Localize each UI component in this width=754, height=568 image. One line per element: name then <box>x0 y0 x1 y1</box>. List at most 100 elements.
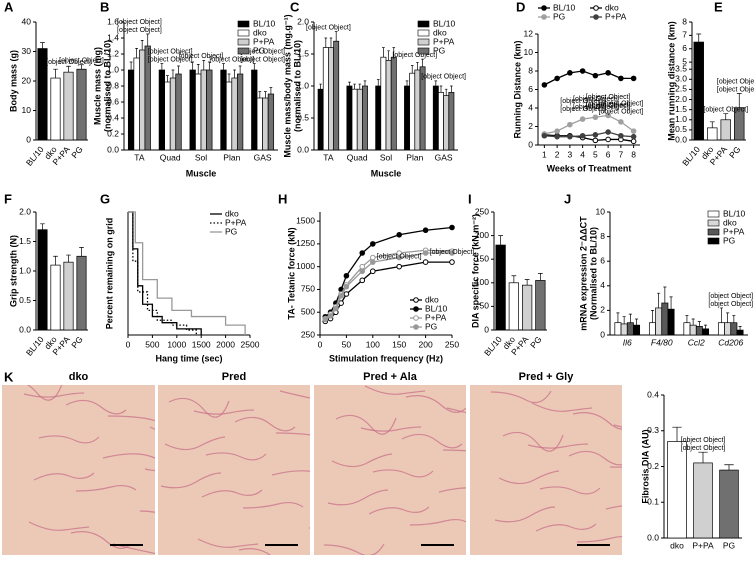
y-tick-label: 1.0 <box>297 80 309 90</box>
error-bar <box>191 61 195 70</box>
annotation: [object Object] <box>59 58 104 65</box>
x-tick-label: 0 <box>126 339 131 349</box>
error-bar <box>498 235 504 246</box>
error-bar <box>691 318 695 326</box>
marker <box>338 300 344 306</box>
bar <box>50 264 61 331</box>
fibre-outline <box>234 416 296 432</box>
marker <box>359 268 366 275</box>
annotation: [object Object] <box>586 103 631 110</box>
marker <box>579 116 586 122</box>
bar <box>719 469 739 539</box>
fibre-outline <box>323 543 385 555</box>
x-tick-label: 5 <box>593 149 598 159</box>
legend-label: PG <box>225 226 237 236</box>
x-tick-label: Sol <box>195 152 207 162</box>
y-tick-label: 8 <box>682 16 687 26</box>
y-axis-label: Muscle mass/body mass (mg.g⁻¹) <box>282 14 292 157</box>
y-tick-label: 7 <box>682 30 687 40</box>
error-bar <box>263 91 267 98</box>
x-tick-label: 1500 <box>192 339 211 349</box>
error-bar <box>650 310 654 323</box>
fibre-outline <box>102 453 155 459</box>
x-tick-label: 0 <box>318 339 323 349</box>
bar <box>328 47 334 151</box>
marker <box>592 132 599 138</box>
annotation: [object Object] <box>717 78 754 85</box>
annotation: [object Object] <box>421 74 466 81</box>
annotation: [object Object] <box>708 293 753 300</box>
y-tick-label: 0.0 <box>675 134 687 144</box>
error-bar <box>738 326 742 331</box>
bar <box>189 69 196 151</box>
marker <box>630 133 637 140</box>
error-bar <box>258 91 262 98</box>
panel-letter: K <box>4 369 14 384</box>
bar <box>438 92 444 151</box>
y-tick-label: 10 <box>524 47 534 57</box>
bar <box>346 85 353 151</box>
error-bar <box>196 64 200 74</box>
annotation: [object Object] <box>573 96 618 103</box>
x-tick-label: Quad <box>160 152 181 162</box>
error-bar <box>622 316 626 324</box>
annotation: [object Object] <box>240 56 285 63</box>
marker <box>592 72 599 79</box>
bar <box>317 88 324 151</box>
bar <box>535 280 546 331</box>
x-tick-label: 1 <box>542 149 547 159</box>
bar <box>717 322 725 336</box>
error-bar <box>616 312 620 323</box>
micrograph <box>2 385 155 555</box>
y-tick-label: 1.5 <box>675 104 687 114</box>
y-tick-label: 0.0 <box>297 144 309 154</box>
marker <box>359 263 366 270</box>
bar <box>262 97 269 151</box>
annotation: [object Object] <box>392 52 437 59</box>
x-tick-label: P+PA <box>692 540 714 550</box>
y-axis-label: Percent remaining on grid <box>104 218 114 330</box>
x-tick-label: F4/80 <box>651 337 673 347</box>
annotation: [object Object] <box>599 101 644 108</box>
bar <box>236 73 244 151</box>
panel-letter: D <box>516 0 525 14</box>
fibre-outline <box>576 535 622 543</box>
y-tick-label: 150 <box>475 253 489 263</box>
x-tick-label: 2 <box>555 149 560 159</box>
bar <box>158 69 166 151</box>
legend-label: P+PA <box>605 11 627 21</box>
y-tick-label: 6 <box>600 255 605 265</box>
x-tick-label: 8 <box>631 149 636 159</box>
error-bar <box>421 58 424 67</box>
fibre-outline <box>490 390 552 404</box>
fibre-outline <box>279 390 310 399</box>
fibre-outline <box>368 506 430 515</box>
y-tick-label: 1500 <box>296 215 315 225</box>
legend-swatch <box>707 210 720 218</box>
error-bar <box>405 80 409 86</box>
marker <box>554 75 560 82</box>
fibre-outline <box>568 450 622 466</box>
y-axis-label: DIA specific force (kN.m⁻²) <box>470 214 480 328</box>
marker <box>338 293 344 299</box>
legend-label: dko <box>723 217 737 227</box>
error-bar <box>252 63 256 70</box>
bar <box>495 244 506 331</box>
error-bar <box>66 65 71 73</box>
legend-label: BL/10 <box>553 2 575 12</box>
bar <box>385 60 392 151</box>
y-tick-label: 0.0 <box>19 324 31 334</box>
error-bar <box>376 79 380 86</box>
marker <box>592 114 599 121</box>
error-bar <box>387 50 390 61</box>
error-bar <box>358 83 362 90</box>
annotation: [object Object] <box>681 437 726 444</box>
error-bar <box>704 324 708 329</box>
x-tick-label: 2500 <box>241 339 260 349</box>
fibre-outline <box>535 523 597 532</box>
y-tick-label: 0.4 <box>107 112 119 122</box>
y-tick-label: 0.8 <box>107 80 119 90</box>
y-tick-label: 0 <box>484 324 489 334</box>
error-bar <box>635 318 639 326</box>
